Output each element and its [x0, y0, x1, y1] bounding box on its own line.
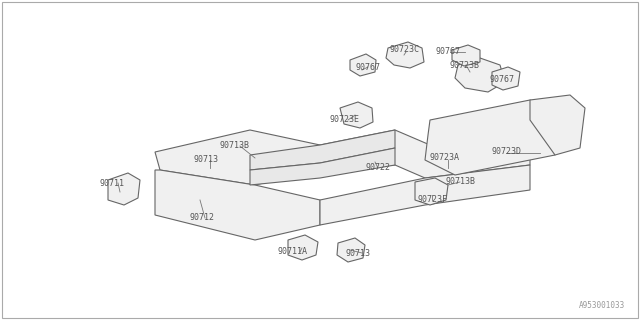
Polygon shape: [108, 173, 140, 205]
Text: 90722: 90722: [365, 164, 390, 172]
Text: 90723F: 90723F: [418, 196, 448, 204]
Polygon shape: [337, 238, 365, 262]
Polygon shape: [320, 165, 530, 225]
Text: 90767: 90767: [355, 63, 380, 73]
Polygon shape: [425, 100, 560, 175]
Text: 90713: 90713: [345, 249, 370, 258]
Text: 90712: 90712: [190, 213, 215, 222]
Polygon shape: [350, 54, 376, 76]
Polygon shape: [455, 58, 505, 92]
Polygon shape: [250, 130, 395, 170]
Text: 90723A: 90723A: [430, 154, 460, 163]
Text: 90723D: 90723D: [492, 148, 522, 156]
Text: 90723C: 90723C: [390, 45, 420, 54]
Text: 90767: 90767: [435, 47, 460, 57]
Polygon shape: [492, 67, 520, 90]
Text: 90723B: 90723B: [450, 60, 480, 69]
Polygon shape: [386, 42, 424, 68]
Polygon shape: [320, 130, 530, 178]
Text: 90723E: 90723E: [330, 116, 360, 124]
Text: A953001033: A953001033: [579, 301, 625, 310]
Polygon shape: [530, 95, 585, 155]
Text: 90713B: 90713B: [220, 140, 250, 149]
Text: 90713: 90713: [193, 156, 218, 164]
Text: 90767: 90767: [490, 76, 515, 84]
Polygon shape: [155, 170, 320, 240]
Polygon shape: [340, 102, 373, 128]
Polygon shape: [415, 178, 448, 205]
Text: 90711A: 90711A: [278, 247, 308, 257]
Text: 90713B: 90713B: [445, 178, 475, 187]
Text: 90711: 90711: [100, 179, 125, 188]
Polygon shape: [452, 45, 480, 66]
Polygon shape: [288, 235, 318, 260]
Polygon shape: [155, 130, 320, 185]
Polygon shape: [250, 148, 395, 185]
